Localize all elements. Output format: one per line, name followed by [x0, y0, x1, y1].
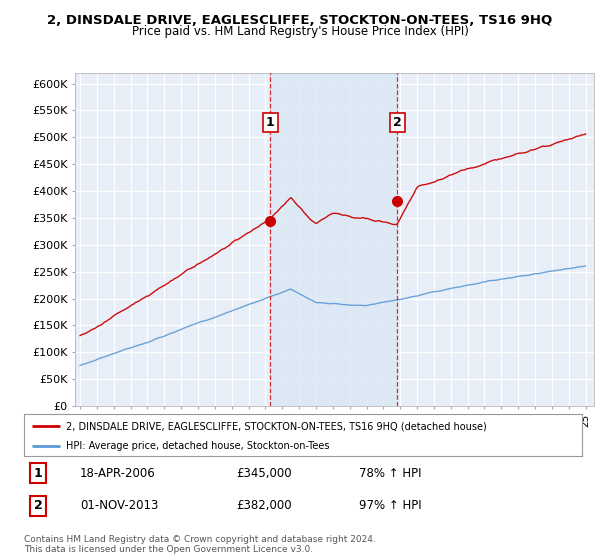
Text: 78% ↑ HPI: 78% ↑ HPI: [359, 467, 421, 480]
Text: 97% ↑ HPI: 97% ↑ HPI: [359, 499, 421, 512]
Text: Contains HM Land Registry data © Crown copyright and database right 2024.
This d: Contains HM Land Registry data © Crown c…: [24, 535, 376, 554]
Text: 2, DINSDALE DRIVE, EAGLESCLIFFE, STOCKTON-ON-TEES, TS16 9HQ: 2, DINSDALE DRIVE, EAGLESCLIFFE, STOCKTO…: [47, 14, 553, 27]
Text: Price paid vs. HM Land Registry's House Price Index (HPI): Price paid vs. HM Land Registry's House …: [131, 25, 469, 38]
Text: 1: 1: [266, 116, 275, 129]
Text: 2, DINSDALE DRIVE, EAGLESCLIFFE, STOCKTON-ON-TEES, TS16 9HQ (detached house): 2, DINSDALE DRIVE, EAGLESCLIFFE, STOCKTO…: [66, 421, 487, 431]
Text: £382,000: £382,000: [236, 499, 292, 512]
Text: 2: 2: [393, 116, 402, 129]
Text: £345,000: £345,000: [236, 467, 292, 480]
Text: 1: 1: [34, 467, 43, 480]
Text: 2: 2: [34, 499, 43, 512]
Text: 01-NOV-2013: 01-NOV-2013: [80, 499, 158, 512]
Text: HPI: Average price, detached house, Stockton-on-Tees: HPI: Average price, detached house, Stoc…: [66, 441, 329, 451]
Text: 18-APR-2006: 18-APR-2006: [80, 467, 155, 480]
Bar: [270, 73, 397, 406]
